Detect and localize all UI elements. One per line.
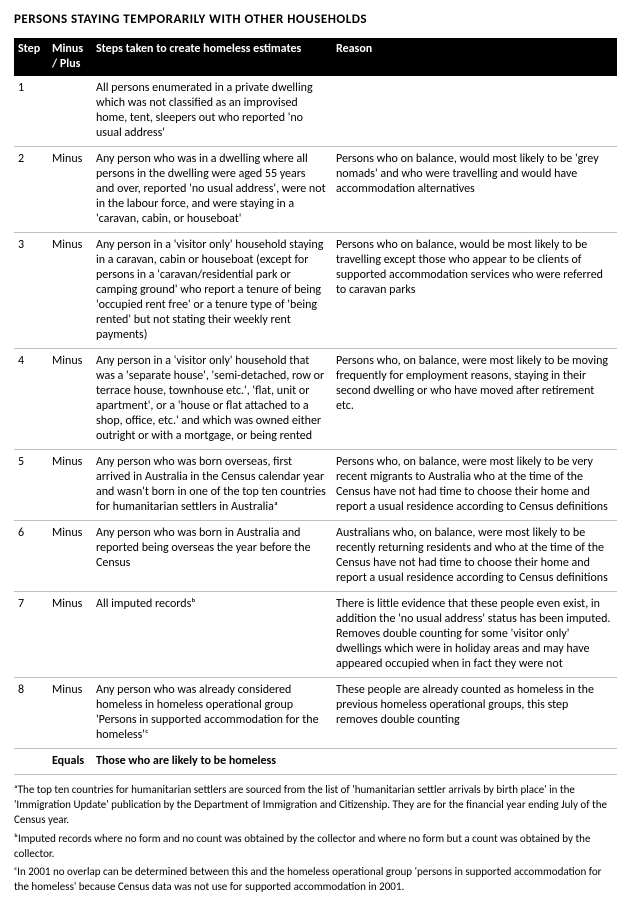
cell-step: 3 (14, 233, 48, 349)
cell-step (14, 749, 48, 775)
cell-step: 4 (14, 349, 48, 450)
col-steps: Steps taken to create homeless estimates (92, 38, 332, 76)
cell-steps_taken: Any person who was born in Australia and… (92, 521, 332, 592)
table-header-row: Step Minus / Plus Steps taken to create … (14, 38, 617, 76)
cell-steps_taken: Any person who was in a dwelling where a… (92, 147, 332, 233)
cell-reason: Persons who on balance, would most likel… (332, 147, 617, 233)
cell-steps: Those who are likely to be homeless (92, 749, 332, 775)
footnote-c: ᶜIn 2001 no overlap can be determined be… (14, 865, 617, 895)
cell-mp (48, 76, 92, 147)
cell-steps_taken: All persons enumerated in a private dwel… (92, 76, 332, 147)
cell-step: 2 (14, 147, 48, 233)
footnotes: ᵃThe top ten countries for humanitarian … (14, 783, 617, 895)
cell-reason (332, 76, 617, 147)
cell-reason: These people are already counted as home… (332, 678, 617, 749)
table-row: 2MinusAny person who was in a dwelling w… (14, 147, 617, 233)
cell-steps_taken: Any person who was already considered ho… (92, 678, 332, 749)
table-row: 7MinusAll imputed recordsᵇThere is littl… (14, 592, 617, 678)
cell-reason (332, 749, 617, 775)
cell-mp: Minus (48, 678, 92, 749)
cell-step: 7 (14, 592, 48, 678)
cell-mp: Minus (48, 450, 92, 521)
col-reason: Reason (332, 38, 617, 76)
cell-step: 8 (14, 678, 48, 749)
cell-steps_taken: All imputed recordsᵇ (92, 592, 332, 678)
cell-mp: Minus (48, 592, 92, 678)
footnote-a: ᵃThe top ten countries for humanitarian … (14, 783, 617, 828)
table-row: 3MinusAny person in a 'visitor only' hou… (14, 233, 617, 349)
cell-mp: Minus (48, 233, 92, 349)
cell-step: 6 (14, 521, 48, 592)
cell-steps_taken: Any person in a 'visitor only' household… (92, 233, 332, 349)
cell-mp: Minus (48, 147, 92, 233)
cell-mp: Minus (48, 521, 92, 592)
table-row: 1 All persons enumerated in a private dwe… (14, 76, 617, 147)
cell-reason: Australians who, on balance, were most l… (332, 521, 617, 592)
cell-step: 5 (14, 450, 48, 521)
cell-mp: Minus (48, 349, 92, 450)
estimates-table: Step Minus / Plus Steps taken to create … (14, 38, 617, 775)
cell-step: 1 (14, 76, 48, 147)
cell-steps_taken: Any person who was born overseas, first … (92, 450, 332, 521)
table-row: 8MinusAny person who was already conside… (14, 678, 617, 749)
table-row: 6MinusAny person who was born in Austral… (14, 521, 617, 592)
cell-reason: There is little evidence that these peop… (332, 592, 617, 678)
cell-mp: Equals (48, 749, 92, 775)
col-step: Step (14, 38, 48, 76)
cell-reason: Persons who, on balance, were most likel… (332, 349, 617, 450)
cell-steps_taken: Any person in a 'visitor only' household… (92, 349, 332, 450)
equals-row: EqualsThose who are likely to be homeles… (14, 749, 617, 775)
cell-reason: Persons who, on balance, were most likel… (332, 450, 617, 521)
footnote-b: ᵇImputed records where no form and no co… (14, 832, 617, 862)
cell-reason: Persons who on balance, would be most li… (332, 233, 617, 349)
col-mp: Minus / Plus (48, 38, 92, 76)
page-title: PERSONS STAYING TEMPORARILY WITH OTHER H… (14, 12, 617, 28)
table-row: 5MinusAny person who was born overseas, … (14, 450, 617, 521)
table-row: 4MinusAny person in a 'visitor only' hou… (14, 349, 617, 450)
